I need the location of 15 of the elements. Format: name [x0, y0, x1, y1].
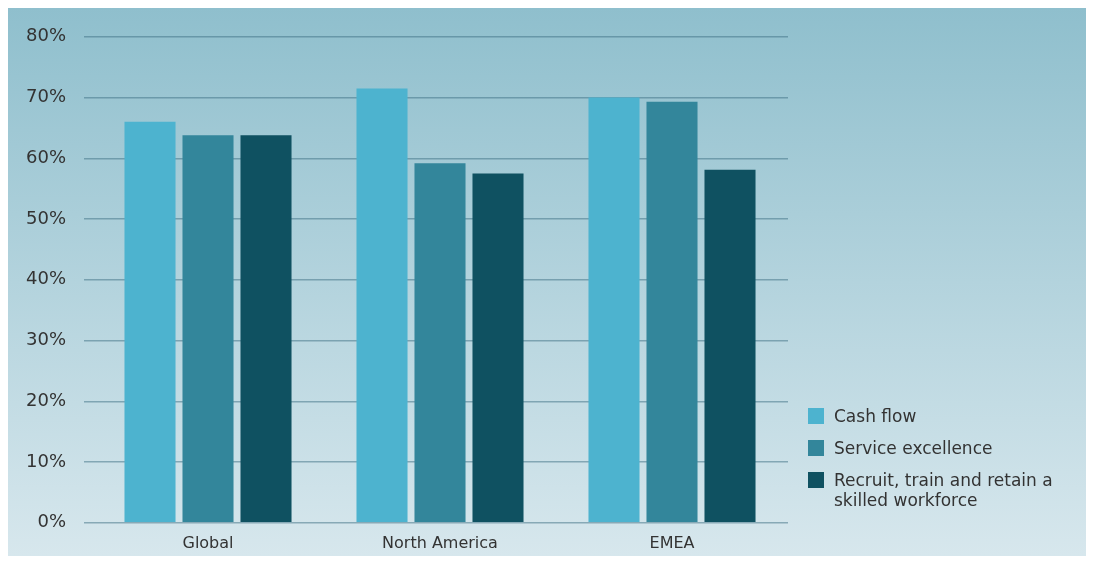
y-tick-label: 50%	[25, 206, 67, 228]
y-tick-label: 80%	[25, 24, 67, 46]
x-tick-label: Global	[182, 532, 234, 552]
y-tick-label: 0%	[37, 510, 67, 532]
y-tick-label: 60%	[25, 145, 67, 167]
legend-label: Recruit, train and retain a skilled workforce	[834, 470, 1054, 510]
legend-label: Cash flow	[834, 406, 917, 426]
y-tick-label: 10%	[25, 449, 67, 471]
y-tick-label: 30%	[25, 328, 67, 350]
y-tick-label: 20%	[25, 388, 67, 410]
x-tick-label: EMEA	[649, 532, 695, 552]
x-tick-label: North America	[382, 532, 498, 552]
y-tick-label: 40%	[25, 267, 67, 289]
legend-label: Service excellence	[834, 438, 993, 458]
y-tick-label: 70%	[25, 85, 67, 107]
